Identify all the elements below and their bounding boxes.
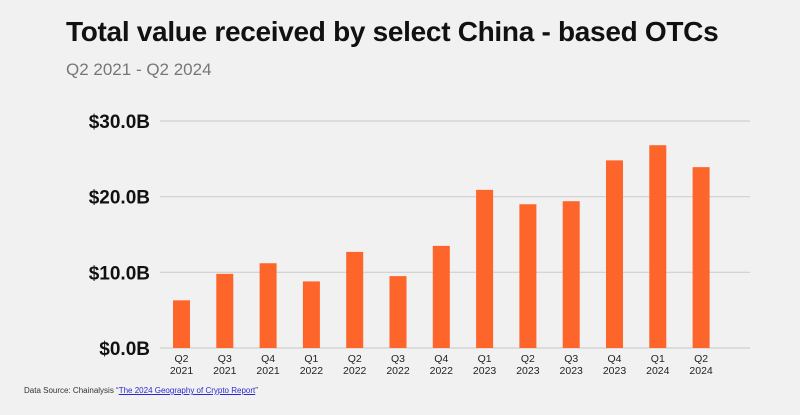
x-tick-label: 2021 xyxy=(213,365,237,377)
x-tick-label: 2023 xyxy=(560,365,584,377)
x-tick-label: 2022 xyxy=(300,365,324,377)
x-tick-label: Q2 xyxy=(174,353,188,365)
x-tick-label: Q3 xyxy=(391,353,405,365)
bar xyxy=(389,276,407,348)
x-tick-label: 2021 xyxy=(170,365,194,377)
bar xyxy=(216,273,234,348)
y-tick-label: $20.0B xyxy=(89,188,150,209)
x-tick-label: 2024 xyxy=(689,365,713,377)
x-tick-label: 2023 xyxy=(516,365,540,377)
x-tick-label: Q4 xyxy=(607,353,621,365)
bar xyxy=(476,189,494,348)
x-tick-label: Q3 xyxy=(564,353,578,365)
bar xyxy=(692,167,710,348)
x-tick-label: 2023 xyxy=(473,365,497,377)
x-tick-label: Q2 xyxy=(694,353,708,365)
x-tick-label: 2022 xyxy=(386,365,410,377)
y-tick-label: $0.0B xyxy=(99,339,150,360)
y-tick-label: $30.0B xyxy=(89,112,150,133)
data-source: Data Source: Chainalysis “The 2024 Geogr… xyxy=(24,386,258,395)
bar xyxy=(346,251,364,348)
x-tick-label: 2024 xyxy=(646,365,670,377)
source-suffix: ” xyxy=(255,386,258,395)
chart-title: Total value received by select China - b… xyxy=(66,16,719,47)
x-tick-label: Q1 xyxy=(651,353,665,365)
bar xyxy=(562,201,580,348)
x-tick-label: Q4 xyxy=(261,353,275,365)
x-tick-label: Q1 xyxy=(304,353,318,365)
chart-subtitle: Q2 2021 - Q2 2024 xyxy=(66,60,212,79)
x-tick-label: 2022 xyxy=(430,365,454,377)
x-tick-label: 2023 xyxy=(603,365,627,377)
y-tick-label: $10.0B xyxy=(89,263,150,284)
x-tick-label: Q2 xyxy=(348,353,362,365)
x-tick-label: Q1 xyxy=(478,353,492,365)
x-tick-label: Q2 xyxy=(521,353,535,365)
x-tick-label: 2022 xyxy=(343,365,367,377)
bar xyxy=(519,204,537,348)
bar xyxy=(173,300,190,348)
x-tick-label: 2021 xyxy=(256,365,280,377)
source-prefix: Data Source: Chainalysis “ xyxy=(24,386,119,395)
bar xyxy=(302,281,320,348)
bar xyxy=(432,245,450,348)
source-link[interactable]: The 2024 Geography of Crypto Report xyxy=(118,386,256,395)
x-tick-label: Q3 xyxy=(218,353,232,365)
x-tick-label: Q4 xyxy=(434,353,448,365)
bar xyxy=(606,160,623,348)
bar xyxy=(649,145,667,348)
bar xyxy=(259,263,277,348)
